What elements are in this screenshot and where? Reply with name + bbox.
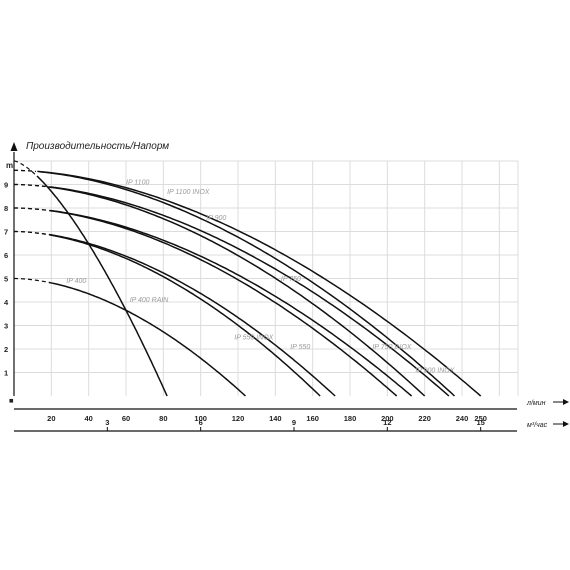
x2-tick-labels: 3 6 9 12 15 [105,418,485,431]
curve-label: IP 900 [206,215,226,222]
x-tick-label: 140 [269,414,282,423]
curve-ip-1100 [37,170,482,397]
chart-title: Производительность/Напорм [26,141,169,152]
x-tick-label: 160 [306,414,319,423]
curve-dashed-ip-400 [14,277,47,283]
x2-tick-label: 6 [199,418,203,427]
y-tick-label: 4 [4,298,9,307]
y-tick-label: 1 [4,369,8,378]
x-tick-label: 200 [381,414,394,423]
y-tick-label: 2 [4,345,8,354]
curve-ip-750-inox [50,209,413,397]
x2-tick-label: 12 [383,418,391,427]
y-axis-unit: m [6,161,13,170]
x-tick-label: 220 [418,414,431,423]
y-tick-label: 6 [4,251,8,260]
x-tick-label: 40 [84,414,92,423]
y-tick-label: 5 [4,275,8,284]
y-tick-label: 3 [4,322,8,331]
y-tick-labels: 1 2 3 4 5 6 7 8 9 [4,181,9,378]
curve-dashed-ip-750-inox [14,207,48,211]
x2-tick-label: 9 [292,418,296,427]
x2-axis-unit: м³/час [527,422,548,429]
curve-ip-1100-inox [39,171,456,397]
grid [14,160,519,396]
x-axis-arrow-icon [553,399,569,405]
x2-axis-arrow-icon [553,421,569,427]
x-tick-label: 20 [47,414,55,423]
x-tick-label: 120 [232,414,245,423]
curve-labels: IP 400 IP 400 RAIN IP 550 INOX IP 550 IP 750… [66,180,454,375]
curve-label: IP 750 INOX [372,344,411,351]
curve-dashed-ip-1100-inox [14,169,37,172]
curve-dashed-ip-900-inox [14,183,45,188]
x-tick-label: 240 [456,414,469,423]
curve-ip-550 [48,233,336,397]
pump-curves [13,160,482,397]
curve-label: IP 1100 [126,180,149,187]
curve-label: IP 900 INOX [415,368,454,375]
curve-ip-400 [48,281,247,397]
x-tick-labels: 20 40 60 80 100 120 140 160 180 200 220 240 250 [47,414,487,423]
curve-ip-400-rain [36,175,168,397]
curve-label: IP 1100 INOX [167,189,210,196]
curve-ip-750 [48,209,398,397]
curve-label: IP 400 [66,278,86,285]
y-axis-arrow-icon [10,142,18,151]
x-tick-label: 180 [344,414,357,423]
curve-label: IP 750 [281,276,301,283]
curve-ip-900-inox [48,186,426,397]
y-tick-label: 7 [4,228,8,237]
x-axis-unit: л/мин [526,400,546,407]
x-tick-label: 80 [159,414,167,423]
curve-ip-550-inox [49,234,321,397]
curve-dashed-ip-400-rain [13,160,37,176]
curve-dashed-ip-550 [14,230,47,235]
x-tick-label: 100 [194,414,207,423]
x2-tick-label: 3 [105,418,109,427]
x2-tick-label: 15 [476,418,484,427]
y-tick-label: 9 [4,181,8,190]
curve-label: IP 550 [290,344,310,351]
origin-marker: ■ [9,396,14,405]
y-tick-label: 8 [4,204,8,213]
x-tick-label: 250 [474,414,487,423]
curve-ip-900 [50,186,450,397]
x-tick-label: 60 [122,414,130,423]
curve-label: IP 400 RAIN [130,297,170,304]
curve-label: IP 550 INOX [234,335,273,342]
